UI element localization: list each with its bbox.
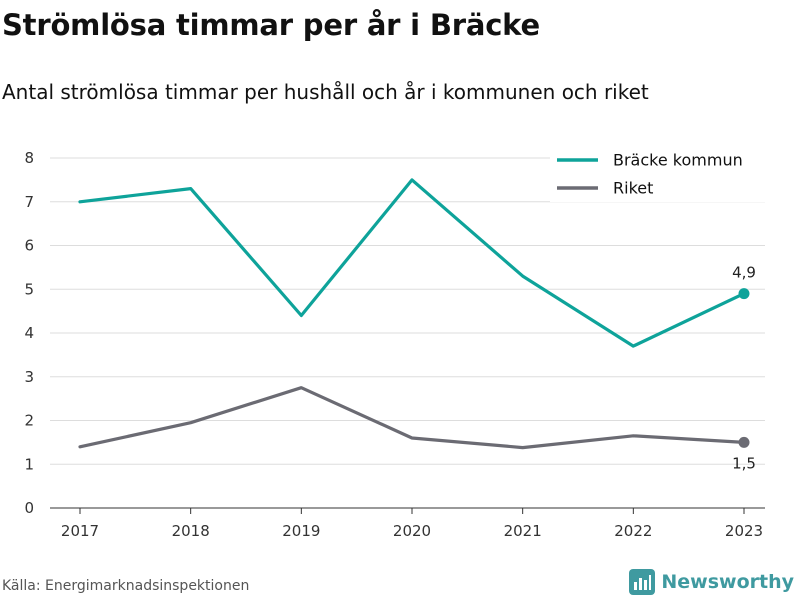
x-tick-label: 2017	[61, 522, 99, 540]
x-tick-label: 2021	[504, 522, 542, 540]
legend-box	[550, 144, 765, 202]
x-tick-label: 2023	[725, 522, 763, 540]
y-tick-label: 8	[24, 149, 34, 167]
y-tick-label: 3	[24, 368, 34, 386]
x-tick-label: 2018	[172, 522, 210, 540]
x-tick-label: 2019	[282, 522, 320, 540]
chart-title: Strömlösa timmar per år i Bräcke	[2, 8, 540, 42]
y-tick-label: 6	[24, 237, 34, 255]
chart-subtitle: Antal strömlösa timmar per hushåll och å…	[2, 80, 649, 104]
x-tick-label: 2020	[393, 522, 431, 540]
data-label: 4,9	[732, 264, 756, 282]
source-note: Källa: Energimarknadsinspektionen	[2, 578, 250, 594]
y-tick-label: 0	[24, 499, 34, 517]
series-layer	[78, 178, 750, 450]
y-tick-label: 7	[24, 193, 34, 211]
legend: Bräcke kommun Riket	[550, 144, 765, 202]
y-tick-label: 4	[24, 324, 34, 342]
brand-name: Newsworthy	[661, 571, 794, 593]
data-label: 1,5	[732, 454, 756, 472]
x-tick-label: 2022	[614, 522, 652, 540]
y-tick-label: 5	[24, 280, 34, 298]
data-label-layer: 4,9 1,5	[732, 264, 756, 473]
legend-label: Bräcke kommun	[613, 151, 743, 170]
series-line-riket	[78, 386, 746, 450]
bar-chart-logo-icon	[629, 569, 656, 595]
series-line-kommun	[78, 178, 746, 348]
y-tick-label: 2	[24, 412, 34, 430]
legend-label: Riket	[613, 179, 653, 198]
axis-layer: 0 1 2 3 4 5 6 7 8 2017 2018 2019 2020 2021 2022 2023	[24, 149, 763, 540]
brand-logo: Newsworthy	[629, 569, 794, 595]
series-end-point	[738, 288, 750, 300]
series-end-point	[738, 436, 750, 448]
y-tick-label: 1	[24, 455, 34, 473]
